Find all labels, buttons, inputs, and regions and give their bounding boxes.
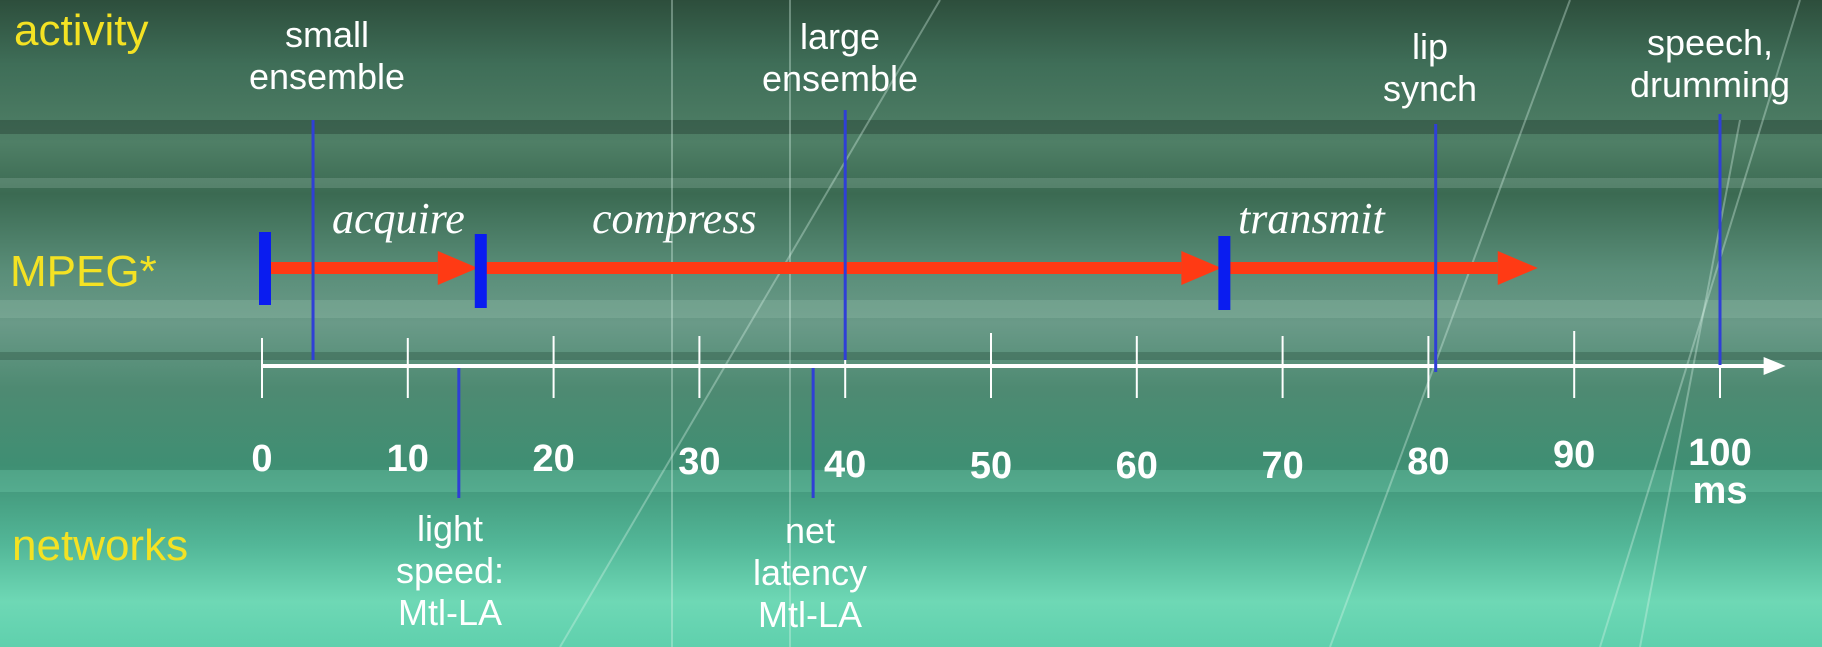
phase-boundary-marker [1218,236,1231,310]
phase-boundary-marker [474,234,487,308]
activity-lines [311,110,1722,372]
axis-tick-label: 100 ms [1688,432,1752,512]
axis-tick-label: 50 [969,445,1013,487]
axis-tick-label: 90 [1553,434,1596,476]
axis-tick-label: 80 [1407,441,1450,483]
axis [261,331,1786,398]
phase-arrow-head [1497,251,1538,285]
phase-arrows [259,232,1538,310]
axis-tick-label: 10 [386,438,429,480]
background-line [559,0,941,647]
phase-boundary-marker [259,232,271,305]
phase-label: acquire [332,194,465,243]
background-line [1329,0,1571,647]
phase-arrow-head [1181,251,1222,285]
background-line [1599,0,1801,647]
activity-label: small ensemble [248,14,406,97]
row-label-networks: networks [12,521,189,570]
activity-label: large ensemble [761,16,919,99]
axis-tick-label: 40 [824,444,867,486]
phase-label: transmit [1238,194,1385,243]
axis-tick-label: 0 [251,438,273,480]
phase-arrow-shaft [270,262,438,274]
network-lines [457,368,815,498]
phase-arrow-shaft [1229,262,1498,274]
axis-tick-label: 70 [1261,445,1304,487]
row-label-activity: activity [14,6,149,55]
phase-arrow-head [437,251,478,285]
activity-label: speech, drumming [1629,22,1791,105]
axis-arrowhead [1763,357,1786,375]
phase-label: compress [592,194,757,243]
background-line [1639,119,1741,647]
axis-tick-label: 60 [1115,445,1158,487]
axis-tick-label: 30 [678,441,721,483]
activity-label: lip synch [1382,26,1478,109]
network-label: net latency Mtl-LA [752,510,868,635]
network-label: light speed: Mtl-LA [395,508,505,633]
row-label-mpeg: MPEG* [10,247,157,296]
axis-tick-label: 20 [532,438,575,480]
phase-arrow-shaft [485,262,1182,274]
background-lines [559,0,1801,647]
